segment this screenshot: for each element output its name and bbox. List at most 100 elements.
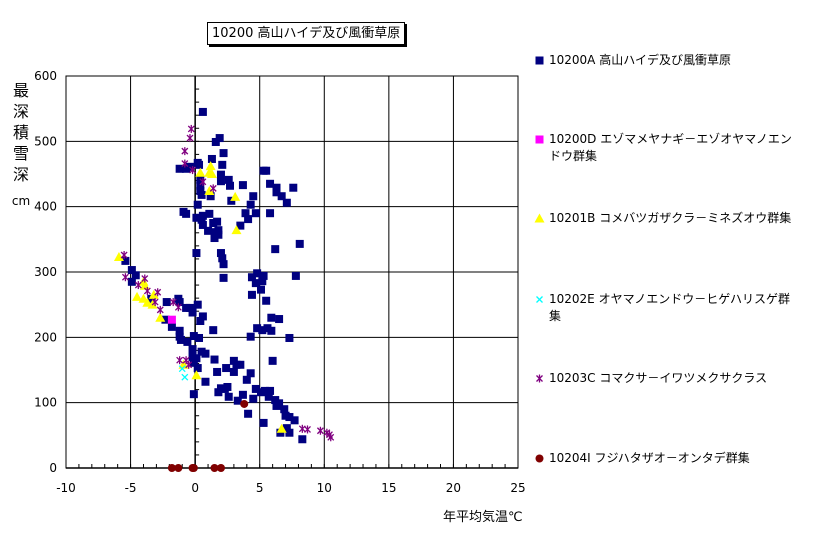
data-point (291, 271, 300, 280)
legend-item: 10203C コマクサ－イワツメクサクラス (534, 370, 799, 387)
data-point (244, 215, 253, 224)
data-point (151, 298, 159, 307)
legend-marker-icon (535, 56, 544, 65)
data-point (257, 285, 266, 294)
y-axis-label: 最深積雪深 cm (10, 80, 32, 212)
data-point (187, 124, 195, 133)
data-point (246, 200, 255, 209)
data-point (266, 209, 275, 218)
data-point (167, 322, 176, 331)
data-point (154, 288, 162, 297)
data-point (267, 326, 276, 335)
data-point (213, 367, 222, 376)
legend-item: 10204I フジハタザオ－オンタデ群集 (534, 450, 799, 467)
y-tick-label: 200 (34, 330, 57, 344)
legend-label: 10200A 高山ハイデ及び風衝草原 (549, 53, 731, 67)
data-point (192, 354, 201, 363)
y-tick-label: 0 (49, 461, 57, 475)
data-point (259, 271, 268, 280)
data-point (174, 303, 182, 312)
data-point (210, 234, 219, 243)
series-3 (178, 365, 189, 381)
data-point (113, 251, 124, 261)
data-point (233, 396, 242, 405)
data-point (247, 273, 256, 282)
y-tick-label: 600 (34, 69, 57, 83)
data-point (272, 183, 281, 192)
x-tick-label: 10 (317, 481, 332, 495)
series-0 (121, 107, 307, 444)
data-point (226, 181, 235, 190)
data-point (120, 251, 128, 260)
data-point (295, 239, 304, 248)
data-point (174, 464, 183, 472)
data-point (262, 296, 271, 305)
legend-marker-icon (536, 296, 543, 303)
marker-stroke (536, 296, 543, 303)
data-point (155, 312, 166, 322)
data-point (236, 221, 245, 230)
data-point (199, 177, 207, 186)
data-point (188, 345, 197, 354)
legend-marker-icon (535, 135, 544, 144)
data-point (205, 209, 214, 218)
data-point (175, 298, 184, 307)
data-point (259, 418, 268, 427)
data-point (175, 326, 184, 335)
data-point (316, 426, 324, 435)
data-point (290, 416, 299, 425)
y-tick-label: 500 (34, 134, 57, 148)
data-point (244, 409, 253, 418)
data-point (206, 169, 217, 178)
data-point (183, 337, 192, 346)
data-point (195, 160, 204, 169)
data-point (238, 181, 247, 190)
data-point (216, 464, 225, 472)
data-point (191, 370, 202, 380)
data-point (132, 291, 143, 301)
data-point (229, 367, 238, 376)
x-tick-label: -5 (125, 481, 137, 495)
data-point (271, 245, 280, 254)
data-point (253, 324, 262, 333)
data-point (276, 423, 287, 433)
data-point (216, 177, 225, 186)
data-point (277, 192, 286, 201)
data-point (204, 185, 215, 195)
data-point (148, 289, 159, 299)
legend-marker (535, 56, 544, 65)
data-point (285, 413, 294, 422)
data-point (219, 260, 228, 269)
data-point (282, 424, 291, 433)
data-point (182, 209, 191, 218)
legend-item: 10202E オヤマノエンドウ－ヒゲハリスゲ群集 (534, 291, 799, 325)
data-point (298, 435, 307, 444)
data-point (304, 425, 311, 434)
data-point (268, 356, 277, 365)
data-point (246, 332, 255, 341)
data-point (218, 254, 227, 263)
axis-ticks: -10 -5 0 5 10 15 20 25 0 100 200 300 400 500 600 (34, 69, 526, 495)
data-point (127, 277, 136, 286)
legend-label: 10201B コメバツガザクラ－ミネズオウ群集 (549, 211, 792, 225)
data-points (113, 107, 335, 472)
data-point (195, 167, 206, 177)
data-point (175, 164, 184, 173)
chart-title: 10200 高山ハイデ及び風衝草原 (207, 22, 406, 45)
data-point (219, 149, 228, 158)
data-point (161, 315, 170, 324)
y-tick-label: 100 (34, 396, 57, 410)
data-point (253, 269, 262, 278)
y-axis-unit: cm (11, 194, 31, 208)
data-point (230, 191, 241, 201)
series-5 (167, 399, 249, 472)
legend-marker (535, 135, 544, 144)
legend-marker-icon (535, 454, 544, 463)
data-point (185, 303, 194, 312)
data-point (197, 215, 206, 224)
legend-marker-icon (534, 213, 545, 223)
data-point (219, 273, 228, 282)
data-point (210, 464, 219, 472)
grid (65, 75, 519, 469)
data-point (192, 213, 201, 222)
